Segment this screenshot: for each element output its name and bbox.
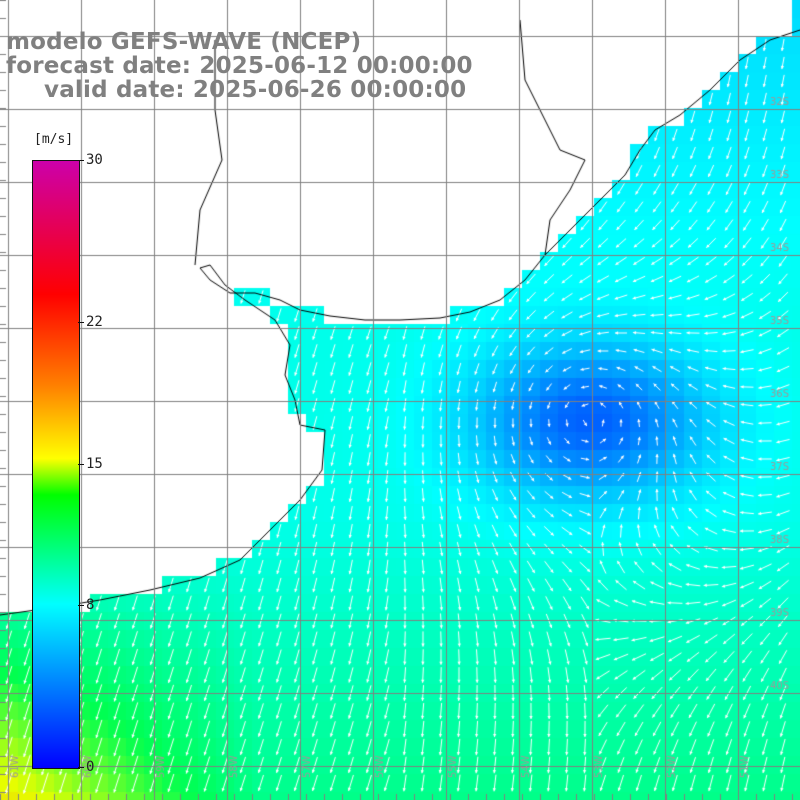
- forecast-date: forecast date: 2025-06-12 00:00:00: [6, 53, 473, 79]
- colorbar: [32, 160, 80, 769]
- colorbar-unit: [m/s]: [34, 132, 74, 147]
- colorbar-tick-label: 22: [86, 313, 103, 330]
- colorbar-tick-mark: [78, 767, 84, 768]
- valid-date: valid date: 2025-06-26 00:00:00: [44, 77, 467, 103]
- colorbar-tick-mark: [78, 605, 84, 607]
- colorbar-tick-label: 30: [86, 152, 103, 168]
- colorbar-tick-label: 0: [86, 759, 95, 775]
- colorbar-tick-mark: [78, 160, 84, 161]
- model-title: modelo GEFS-WAVE (NCEP): [6, 29, 362, 55]
- colorbar-tick-label: 8: [86, 597, 95, 614]
- colorbar-tick-mark: [78, 463, 84, 465]
- map-header: modelo GEFS-WAVE (NCEP) forecast date: 2…: [6, 30, 473, 102]
- colorbar-tick-label: 15: [86, 455, 103, 472]
- colorbar-tick-mark: [78, 321, 84, 323]
